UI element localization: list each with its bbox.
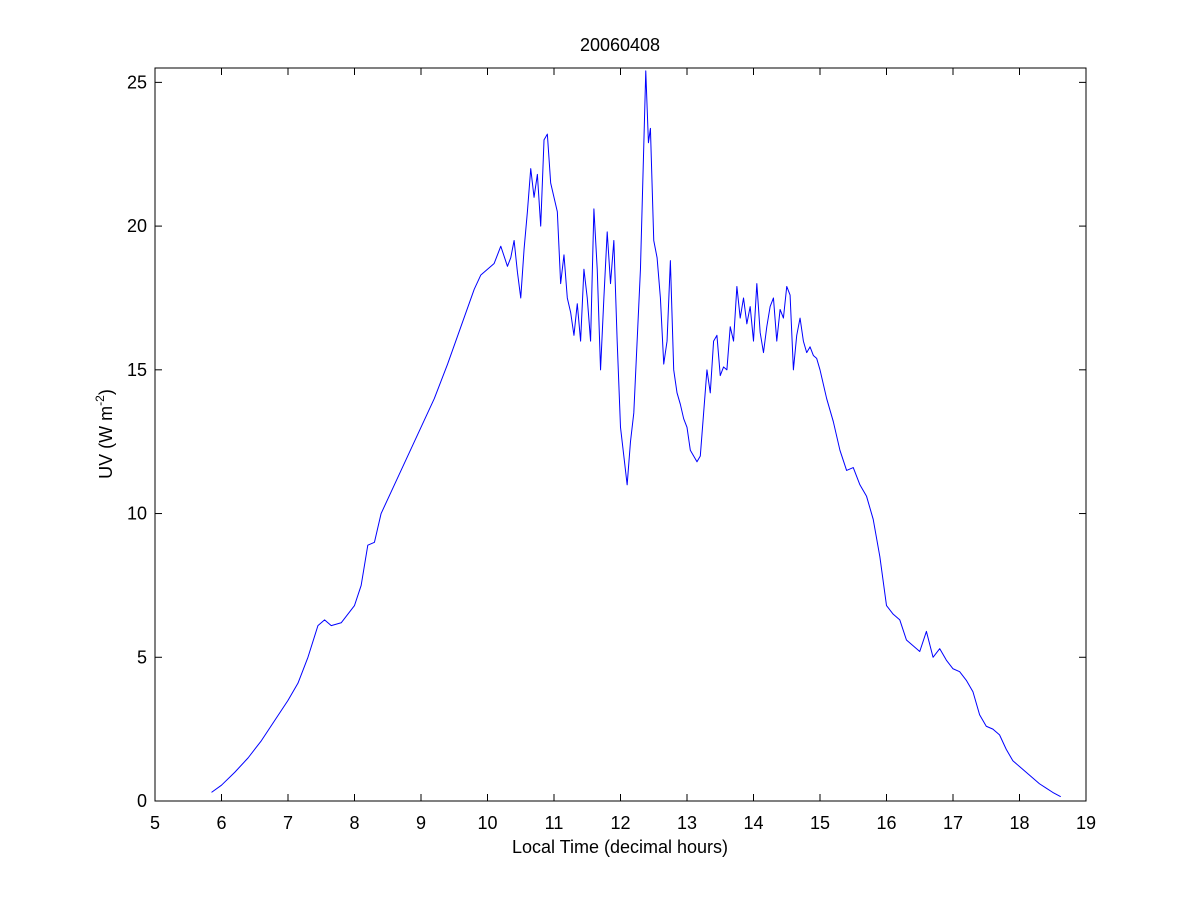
x-tick-label: 5 xyxy=(150,813,160,833)
y-axis-label-main: UV (W m xyxy=(96,406,116,479)
y-tick-label: 15 xyxy=(127,360,147,380)
tick-marks xyxy=(154,68,1087,802)
x-tick-label: 6 xyxy=(216,813,226,833)
x-tick-label: 13 xyxy=(677,813,697,833)
y-tick-label: 20 xyxy=(127,216,147,236)
series-layer xyxy=(211,70,1061,798)
chart-title: 20060408 xyxy=(580,35,660,55)
x-tick-label: 17 xyxy=(943,813,963,833)
x-tick-label: 8 xyxy=(349,813,359,833)
y-tick-label: 5 xyxy=(137,647,147,667)
x-tick-label: 14 xyxy=(743,813,763,833)
x-tick-label: 18 xyxy=(1009,813,1029,833)
x-tick-label: 19 xyxy=(1076,813,1096,833)
x-tick-label: 16 xyxy=(876,813,896,833)
y-axis-label-close: ) xyxy=(96,389,116,395)
x-tick-label: 12 xyxy=(610,813,630,833)
y-tick-label: 10 xyxy=(127,504,147,524)
uv-series-line xyxy=(211,70,1061,798)
y-axis-label: UV (W m-2) xyxy=(93,389,116,479)
x-axis-label: Local Time (decimal hours) xyxy=(512,837,728,857)
x-tick-label: 7 xyxy=(283,813,293,833)
x-tick-label: 10 xyxy=(477,813,497,833)
x-tick-label: 9 xyxy=(416,813,426,833)
y-tick-label: 25 xyxy=(127,72,147,92)
x-tick-label: 15 xyxy=(810,813,830,833)
y-tick-label: 0 xyxy=(137,791,147,811)
x-tick-label: 11 xyxy=(545,813,564,833)
y-axis-label-superscript: -2 xyxy=(93,395,107,406)
